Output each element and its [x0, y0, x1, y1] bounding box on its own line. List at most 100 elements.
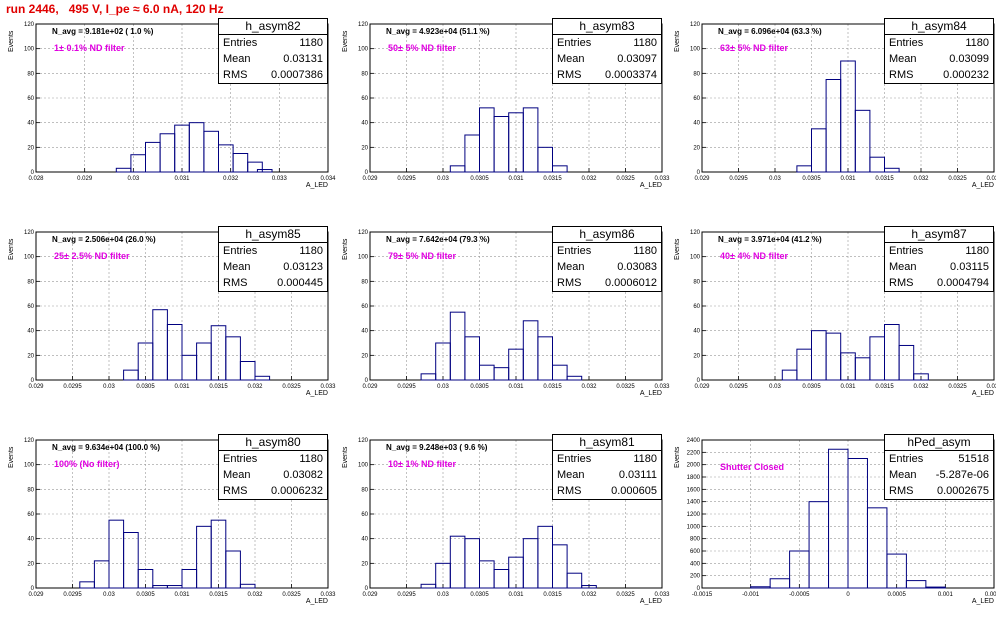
stats-label-mean: Mean: [223, 469, 251, 481]
stats-title: h_asym83: [553, 19, 661, 35]
stats-value-entries: 1180: [299, 453, 323, 465]
histogram-panel: 0.029 0.0295 0.03 0.0305 0.031 0.0315 0.032 0.0…: [342, 226, 670, 397]
histogram-svg: 0.028 0.029 0.03 0.031 0.032 0.033 0.034 0 20 40 6…: [24, 22, 336, 182]
x-tick-label: 0.0005: [887, 592, 906, 598]
stats-row-entries: Entries 1180: [885, 35, 993, 51]
y-tick-label: 120: [358, 438, 369, 444]
stats-row-entries: Entries 1180: [219, 243, 327, 259]
histogram-bin: [825, 332, 842, 381]
y-tick-label: 20: [361, 353, 368, 359]
filter-label: 50± 5% ND filter: [388, 43, 456, 53]
histogram-bin: [166, 324, 183, 381]
y-tick-label: 80: [361, 487, 368, 493]
y-tick-label: 100: [690, 47, 701, 53]
stats-row-rms: RMS 0.000445: [219, 275, 327, 291]
stats-row-entries: Entries 1180: [219, 35, 327, 51]
histogram-bin: [522, 320, 539, 381]
x-tick-label: 0.028: [28, 176, 44, 182]
histogram-panel: 0.028 0.029 0.03 0.031 0.032 0.033 0.034 0 20 40 6…: [8, 18, 336, 189]
stats-row-rms: RMS 0.0004794: [885, 275, 993, 291]
x-tick-label: 0.03: [437, 384, 449, 390]
y-tick-label: 60: [361, 304, 368, 310]
histogram-bin: [123, 532, 139, 589]
x-tick-label: 0.0325: [282, 384, 301, 390]
stats-title: h_asym86: [553, 227, 661, 243]
x-tick-label: 0.032: [913, 176, 929, 182]
y-tick-label: 60: [27, 304, 34, 310]
x-tick-label: 0: [846, 592, 850, 598]
navg-label: N_avg = 7.642e+04 (79.3 %): [386, 235, 490, 244]
x-tick-label: 0.0325: [282, 592, 301, 598]
filter-label: 79± 5% ND filter: [388, 251, 456, 261]
x-axis-label: A_LED: [305, 182, 328, 189]
histogram-panel: 0.029 0.0295 0.03 0.0305 0.031 0.0315 0.032 0.0…: [8, 434, 336, 605]
histogram-bin: [796, 348, 813, 381]
y-tick-label: 200: [690, 574, 701, 580]
stats-row-entries: Entries 1180: [553, 35, 661, 51]
x-tick-label: 0.0315: [875, 176, 894, 182]
y-tick-label: 0: [365, 170, 369, 176]
histogram-bin: [884, 324, 900, 381]
stats-row-entries: Entries 1180: [885, 243, 993, 259]
x-tick-label: 0.0305: [470, 592, 489, 598]
histogram-bin: [239, 361, 256, 381]
y-axis-label: Events: [674, 30, 681, 52]
histogram-bin: [93, 560, 110, 589]
x-axis-label: A_LED: [639, 182, 662, 189]
y-tick-label: 100: [24, 255, 35, 261]
y-axis-label: Events: [342, 238, 349, 260]
stats-row-rms: RMS 0.0007386: [219, 67, 327, 83]
histogram-bin: [854, 109, 871, 173]
run-title: run 2446, 495 V, I_pe ≈ 6.0 nA, 120 Hz: [6, 2, 224, 16]
stats-row-rms: RMS 0.0006232: [219, 483, 327, 499]
x-tick-label: 0.0305: [802, 176, 821, 182]
y-tick-label: 1400: [687, 500, 701, 506]
histogram-panel: 0.029 0.0295 0.03 0.0305 0.031 0.0315 0.032 0.0…: [8, 226, 336, 397]
y-tick-label: 600: [690, 549, 701, 555]
y-tick-label: 80: [27, 487, 34, 493]
stats-value-entries: 1180: [299, 245, 323, 257]
stats-row-mean: Mean 0.03099: [885, 51, 993, 67]
histogram-bin: [552, 364, 568, 381]
stats-box: h_asym82 Entries 1180 Mean 0.03131 RMS 0.00073…: [218, 18, 328, 84]
histogram-bin: [79, 581, 95, 589]
x-tick-label: 0.03: [437, 592, 449, 598]
stats-title: h_asym85: [219, 227, 327, 243]
stats-label-entries: Entries: [557, 245, 592, 257]
histogram-bin: [108, 519, 125, 589]
stats-label-entries: Entries: [223, 37, 258, 49]
stats-row-rms: RMS 0.0006012: [553, 275, 661, 291]
x-tick-label: 0.029: [362, 384, 378, 390]
stats-row-entries: Entries 1180: [553, 451, 661, 467]
stats-label-mean: Mean: [557, 469, 585, 481]
histogram-bin: [828, 448, 849, 589]
stats-row-entries: Entries 1180: [219, 451, 327, 467]
y-tick-label: 1200: [687, 512, 701, 518]
y-tick-label: 40: [693, 121, 700, 127]
stats-row-mean: Mean 0.03131: [219, 51, 327, 67]
x-tick-label: -0.001: [742, 592, 760, 598]
histogram-bin: [232, 153, 249, 173]
stats-row-rms: RMS 0.000605: [553, 483, 661, 499]
stats-label-entries: Entries: [889, 245, 924, 257]
y-axis-label: Events: [8, 446, 15, 468]
stats-value-rms: 0.0002675: [937, 485, 989, 497]
y-tick-label: 100: [24, 47, 35, 53]
histogram-bin: [750, 586, 771, 589]
histogram-bin: [256, 169, 273, 173]
y-tick-label: 120: [358, 230, 369, 236]
y-tick-label: 40: [27, 537, 34, 543]
y-tick-label: 20: [27, 561, 34, 567]
navg-label: N_avg = 3.971e+04 (41.2 %): [718, 235, 822, 244]
stats-label-mean: Mean: [889, 53, 917, 65]
y-tick-label: 40: [361, 537, 368, 543]
x-tick-label: 0.032: [247, 384, 263, 390]
stats-box: h_asym84 Entries 1180 Mean 0.03099 RMS 0.00023…: [884, 18, 994, 84]
stats-value-rms: 0.0004794: [937, 277, 989, 289]
y-tick-label: 1000: [687, 524, 701, 530]
x-axis-label: A_LED: [971, 390, 994, 397]
stats-title: h_asym87: [885, 227, 993, 243]
y-axis-label: Events: [8, 30, 15, 52]
stats-value-entries: 51518: [958, 453, 989, 465]
stats-box: h_asym86 Entries 1180 Mean 0.03083 RMS 0.00060…: [552, 226, 662, 292]
